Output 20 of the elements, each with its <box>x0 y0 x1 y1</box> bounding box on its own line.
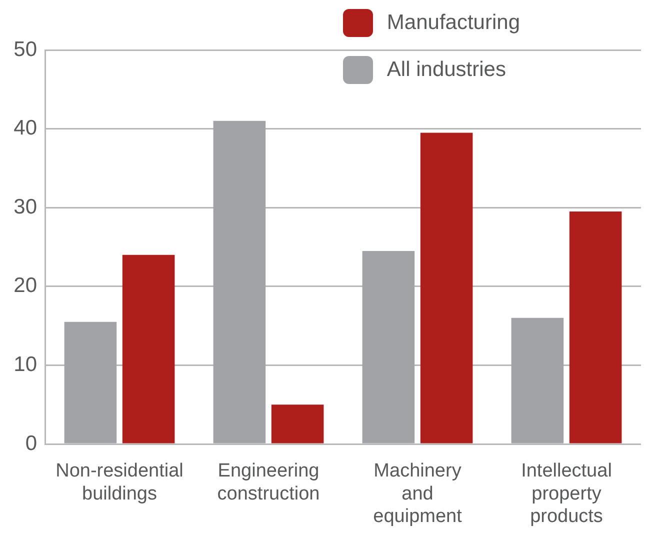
x-tick-label: Engineering construction <box>217 460 320 504</box>
x-tick-label: Intellectual property products <box>521 460 612 528</box>
bar <box>122 254 175 444</box>
bar <box>213 120 266 444</box>
legend-label: All industries <box>386 58 506 82</box>
legend-label: Manufacturing <box>386 11 520 35</box>
y-tick-label: 30 <box>14 195 37 218</box>
x-tick-label: Machinery and equipment <box>373 460 463 528</box>
y-tick-label: 10 <box>14 352 37 376</box>
x-tick-label: Non-residential buildings <box>56 460 184 504</box>
bar <box>271 404 324 444</box>
y-tick-label: 40 <box>14 116 37 140</box>
bar <box>420 132 473 444</box>
y-tick-label: 50 <box>14 38 37 61</box>
bar <box>64 322 117 444</box>
bar <box>362 250 415 444</box>
y-tick-label: 0 <box>25 432 37 455</box>
y-tick-label: 20 <box>14 274 37 298</box>
bar <box>569 212 622 444</box>
bar <box>511 318 564 444</box>
